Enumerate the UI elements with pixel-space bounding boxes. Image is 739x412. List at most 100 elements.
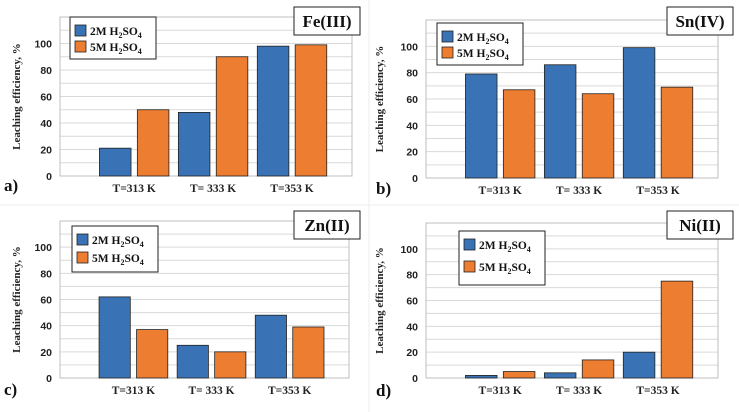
y-axis-label: Leaching efficiency, % — [11, 43, 23, 150]
chart-title: Zn(II) — [304, 216, 349, 235]
legend-label-2: 5M H2SO4 — [479, 262, 531, 276]
y-tick-label: 0 — [412, 373, 418, 385]
x-category-label: T= 333 K — [190, 183, 236, 195]
legend-label-1: 2M H2SO4 — [92, 235, 144, 249]
y-tick-label: 0 — [46, 171, 52, 183]
bar-5M-3 — [660, 280, 694, 379]
y-tick-label: 60 — [40, 92, 52, 104]
bar-5M-2 — [214, 351, 247, 379]
panel-letter: b) — [376, 179, 391, 198]
y-tick-label: 40 — [40, 118, 52, 130]
chart-title-frame — [666, 210, 734, 240]
chart-title-box: Fe(III) — [293, 6, 361, 36]
legend: 2M H2SO4 5M H2SO4 — [458, 230, 546, 286]
y-tick-label: 60 — [406, 94, 418, 106]
panel-letter: a) — [4, 176, 18, 195]
bar-2M-1 — [99, 147, 132, 177]
legend: 2M H2SO4 5M H2SO4 — [436, 22, 524, 66]
bar-5M-3 — [660, 86, 694, 179]
chart-title: Ni(II) — [679, 216, 721, 235]
y-tick-label: 20 — [40, 347, 52, 359]
chart-title-box: Zn(II) — [293, 210, 361, 240]
legend-swatch-1 — [74, 24, 87, 37]
chart-title: Sn(IV) — [675, 12, 724, 31]
chart-title: Fe(III) — [302, 12, 351, 31]
x-category-label: T=353 K — [636, 385, 679, 397]
bar-2M-3 — [254, 314, 287, 379]
legend-swatch-1 — [76, 233, 89, 246]
bar-2M-2 — [543, 64, 577, 179]
chart-title-box: Ni(II) — [666, 210, 734, 240]
y-tick-label: 60 — [406, 296, 418, 308]
y-axis-label: Leaching efficiency, % — [374, 247, 386, 354]
bar-5M-3 — [294, 44, 328, 177]
y-tick-label: 20 — [406, 147, 418, 159]
y-tick-label: 0 — [46, 373, 52, 385]
chart-panel-4: 0 20 40 60 80 100 Leaching efficiency, % T=313 … — [374, 210, 734, 400]
y-tick-label: 80 — [40, 65, 52, 77]
x-category-label: T=313 K — [112, 385, 155, 397]
y-tick-label: 80 — [40, 268, 52, 280]
legend-swatch-1 — [463, 238, 476, 251]
bar-5M-1 — [136, 329, 169, 379]
bar-2M-2 — [543, 372, 577, 379]
y-tick-label: 80 — [406, 68, 418, 80]
bar-5M-3 — [292, 326, 325, 379]
x-category-label: T= 333 K — [556, 185, 602, 197]
legend-label-1: 2M H2SO4 — [479, 240, 531, 254]
y-tick-label: 60 — [40, 295, 52, 307]
legend-swatch-2 — [74, 40, 87, 53]
bar-2M-1 — [465, 375, 498, 379]
legend: 2M H2SO4 5M H2SO4 — [71, 225, 159, 273]
bar-5M-2 — [215, 56, 249, 177]
legend-swatch-2 — [441, 46, 454, 59]
y-tick-label: 20 — [40, 145, 52, 157]
y-tick-label: 20 — [406, 347, 418, 359]
chart-title-frame — [666, 6, 734, 36]
legend-label-1: 2M H2SO4 — [90, 26, 142, 40]
x-category-label: T=353 K — [270, 183, 313, 195]
legend-swatch-1 — [441, 30, 454, 43]
legend-label-2: 5M H2SO4 — [92, 253, 144, 267]
bar-2M-3 — [622, 351, 656, 379]
bar-5M-1 — [502, 371, 536, 379]
bar-2M-3 — [256, 45, 290, 177]
bar-2M-3 — [622, 47, 656, 179]
legend: 2M H2SO4 5M H2SO4 — [69, 16, 157, 60]
y-tick-label: 100 — [34, 242, 52, 254]
x-category-label: T=353 K — [636, 185, 679, 197]
y-tick-label: 80 — [406, 270, 418, 282]
y-axis-label: Leaching efficiency, % — [374, 46, 386, 153]
chart-title-box: Sn(IV) — [666, 6, 734, 36]
legend-label-2: 5M H2SO4 — [90, 42, 142, 56]
y-tick-label: 0 — [412, 173, 418, 185]
x-category-label: T=313 K — [113, 183, 156, 195]
panel-letter: d) — [376, 381, 391, 400]
legend-label-1: 2M H2SO4 — [457, 32, 509, 46]
bar-5M-1 — [136, 109, 170, 177]
bar-2M-2 — [177, 112, 211, 177]
x-category-label: T= 333 K — [188, 385, 234, 397]
legend-frame — [71, 225, 159, 273]
chart-panel-2: 0 20 40 60 80 100 Leaching efficiency, % T=313 … — [374, 6, 734, 198]
legend-swatch-2 — [463, 260, 476, 273]
bar-5M-1 — [502, 89, 536, 179]
chart-title-frame — [293, 210, 361, 240]
y-tick-label: 40 — [40, 321, 52, 333]
bar-5M-2 — [581, 93, 615, 179]
x-category-label: T=313 K — [479, 385, 522, 397]
y-tick-label: 40 — [406, 321, 418, 333]
y-tick-label: 100 — [34, 39, 52, 51]
legend-label-2: 5M H2SO4 — [457, 48, 509, 62]
x-category-label: T= 333 K — [556, 385, 602, 397]
y-axis-label: Leaching efficiency, % — [11, 246, 23, 353]
y-tick-label: 40 — [406, 120, 418, 132]
panel-letter: c) — [4, 380, 17, 399]
chart-title-frame — [293, 6, 361, 36]
x-category-label: T=313 K — [479, 185, 522, 197]
y-tick-label: 100 — [400, 244, 418, 256]
bar-5M-2 — [581, 359, 615, 379]
bar-2M-1 — [465, 73, 498, 179]
chart-panel-3: 0 20 40 60 80 100 Leaching efficiency, % T=313 … — [4, 210, 361, 399]
